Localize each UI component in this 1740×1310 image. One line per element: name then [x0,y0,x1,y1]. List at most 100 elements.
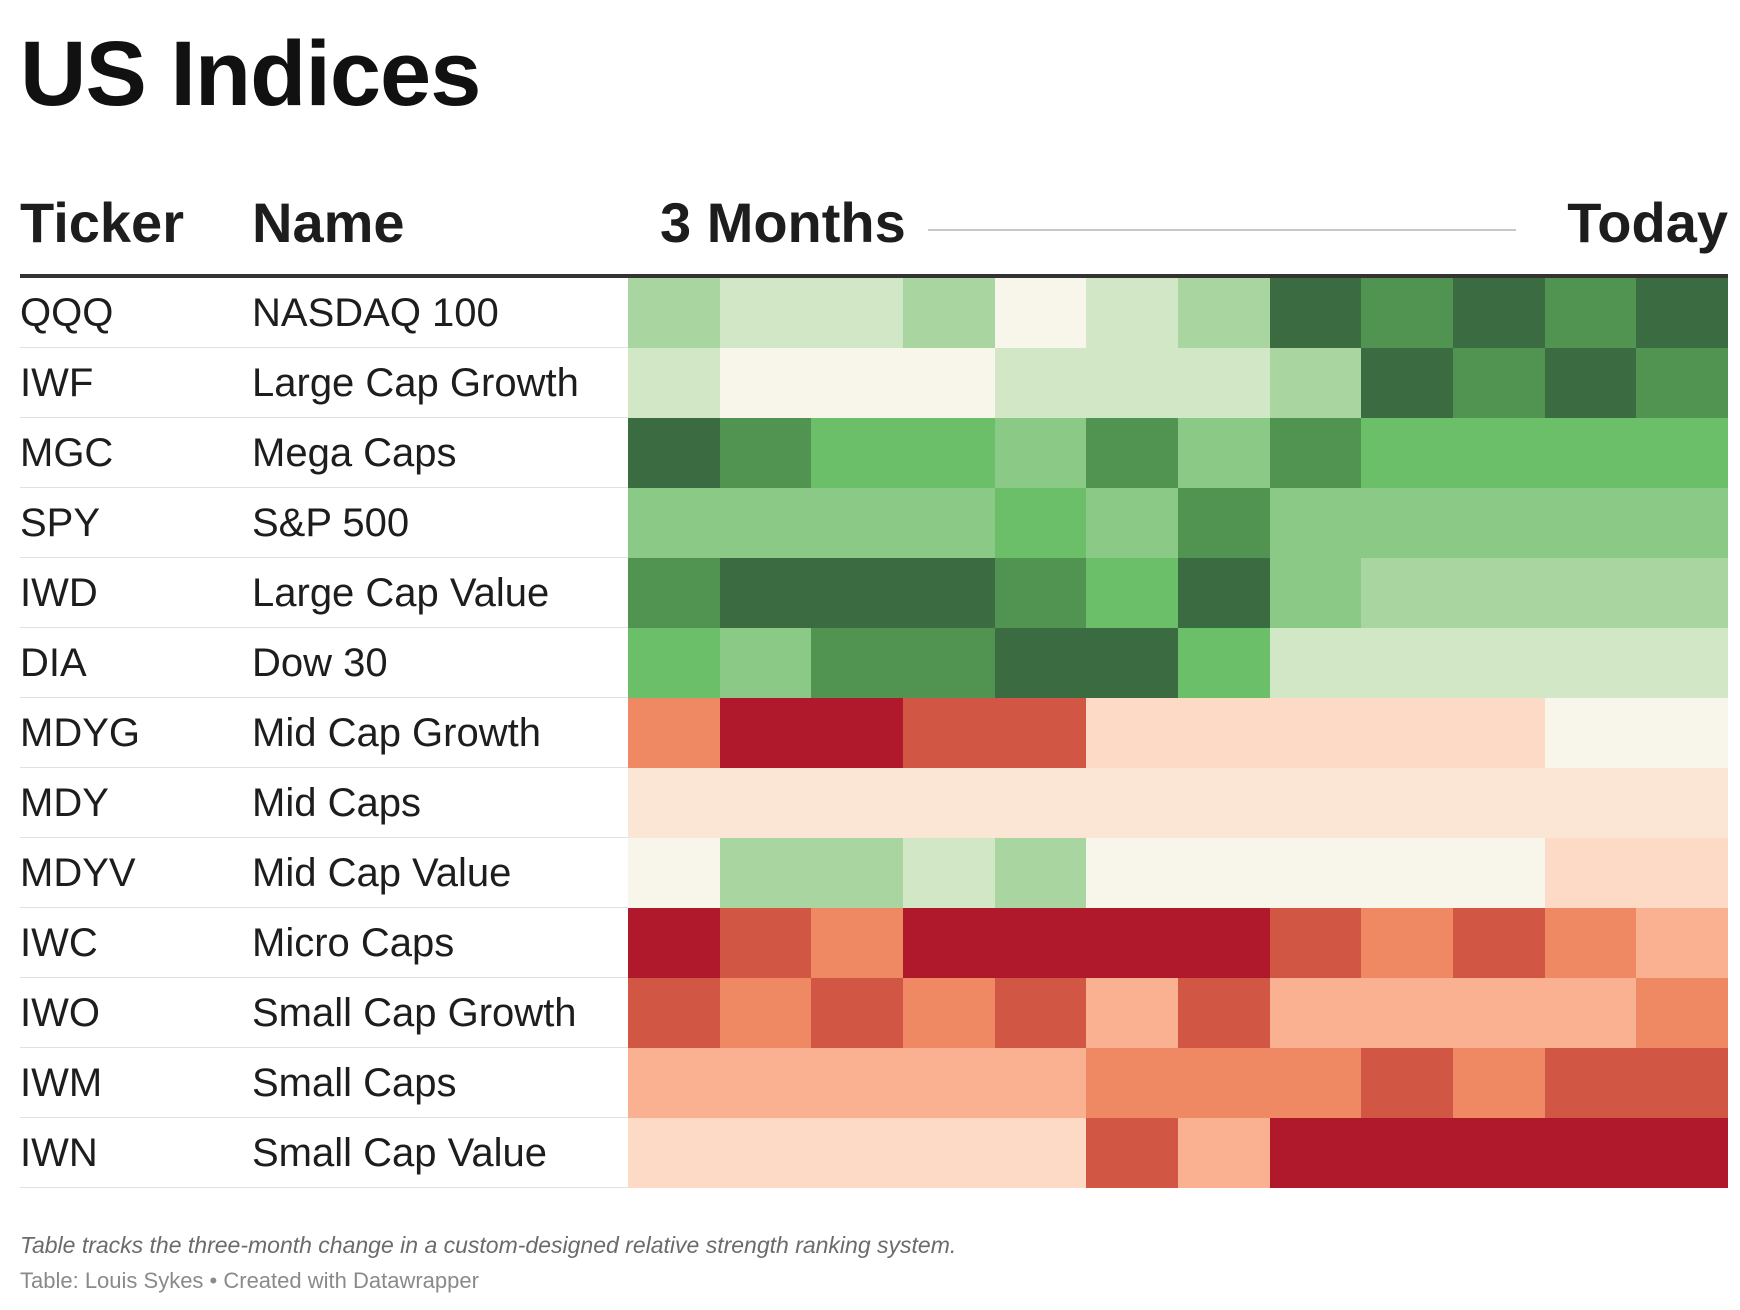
heat-strip [628,278,1729,348]
heat-cell [1361,908,1454,978]
heat-cell [1269,1048,1362,1118]
name-cell: S&P 500 [252,501,410,545]
heat-cell [719,838,812,908]
name-cell: Mid Cap Value [252,851,512,895]
heat-cell [1086,838,1179,908]
table-row: QQQ NASDAQ 100 [20,278,1729,348]
heat-cell [1544,768,1637,838]
heat-cell [1269,488,1362,558]
heat-cell [1086,908,1179,978]
column-header-today: Today [1567,191,1728,254]
ticker-cell: MDY [20,781,109,825]
heat-strip [628,908,1729,978]
heat-cell [628,1048,720,1118]
ticker-cell: SPY [20,501,101,545]
heat-cell [1086,1118,1179,1188]
heat-cell [903,1048,995,1118]
footer-note: Table tracks the three-month change in a… [20,1232,957,1258]
ticker-cell: IWN [20,1131,98,1175]
heat-cell [1636,418,1729,488]
heat-cell [1178,348,1270,418]
heat-cell [811,698,904,768]
heat-cell [719,1118,812,1188]
heat-cell [1178,768,1270,838]
heat-cell [719,768,812,838]
heat-cell [1086,768,1179,838]
name-cell: Small Caps [252,1061,457,1105]
ticker-cell: IWD [20,571,98,615]
column-header-name[interactable]: Name [252,191,405,254]
heat-cell [1086,488,1179,558]
heat-cell [811,908,904,978]
footer-source: Table: Louis Sykes • Created with Datawr… [20,1268,479,1293]
heat-cell [1544,838,1637,908]
heat-cell [719,418,812,488]
heat-cell [628,278,720,348]
heat-strip [628,558,1729,628]
heat-cell [1178,558,1270,628]
heat-cell [994,698,1087,768]
name-cell: Mid Cap Growth [252,711,541,755]
heat-cell [1086,1048,1179,1118]
table-row: IWM Small Caps [20,1048,1729,1118]
header-rule [20,274,1728,278]
name-cell: Micro Caps [252,921,455,965]
heat-cell [1269,908,1362,978]
heat-cell [811,348,904,418]
heat-cell [1636,488,1729,558]
heat-cell [1544,1048,1637,1118]
heat-cell [1453,348,1545,418]
heat-cell [811,418,904,488]
heat-cell [1544,978,1637,1048]
heat-cell [1269,348,1362,418]
heat-cell [1636,838,1729,908]
heat-cell [994,1118,1087,1188]
column-header-ticker[interactable]: Ticker [20,191,184,254]
heat-strip [628,1048,1729,1118]
heat-cell [811,488,904,558]
heat-cell [1544,1118,1637,1188]
heat-cell [1636,1048,1729,1118]
heat-cell [1453,838,1545,908]
heat-cell [811,1048,904,1118]
ticker-cell: IWF [20,361,94,405]
heat-cell [1086,348,1179,418]
heat-cell [628,488,720,558]
heat-cell [628,348,720,418]
heat-cell [1636,348,1729,418]
heat-cell [1544,558,1637,628]
name-cell: Small Cap Value [252,1131,547,1175]
heat-strip [628,978,1729,1048]
heat-cell [1361,1118,1454,1188]
heat-cell [903,418,995,488]
heat-cell [994,838,1087,908]
heat-cell [1636,1118,1729,1188]
heat-strip [628,838,1729,908]
heat-cell [811,558,904,628]
ticker-cell: MGC [20,431,114,475]
heat-cell [1453,1048,1545,1118]
ticker-cell: IWO [20,991,100,1035]
heat-cell [1453,418,1545,488]
heat-cell [903,488,995,558]
heat-cell [1636,628,1729,698]
ticker-cell: MDYV [20,851,136,895]
heat-cell [1544,628,1637,698]
heat-cell [719,348,812,418]
ticker-cell: DIA [20,641,87,685]
table-row: SPY S&P 500 [20,488,1729,558]
heat-cell [903,698,995,768]
heat-cell [1361,278,1454,348]
heat-cell [994,418,1087,488]
name-cell: Dow 30 [252,641,388,685]
heat-cell [811,768,904,838]
heat-cell [1086,698,1179,768]
heat-cell [1636,768,1729,838]
heat-cell [1544,278,1637,348]
table-row: MDYG Mid Cap Growth [20,698,1729,768]
heat-cell [903,558,995,628]
ticker-cell: QQQ [20,291,114,335]
heat-cell [1453,278,1545,348]
heat-cell [1544,418,1637,488]
chart-title: US Indices [20,23,481,125]
